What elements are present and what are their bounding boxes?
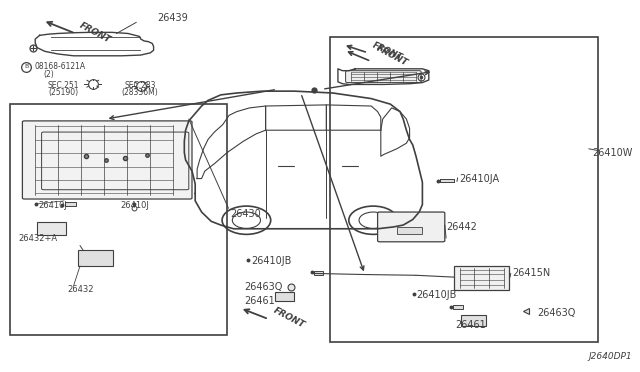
Text: 26442: 26442	[447, 222, 477, 232]
Text: 26461: 26461	[244, 296, 275, 305]
Bar	[78, 250, 113, 266]
Text: (28336M): (28336M)	[122, 89, 158, 97]
Text: 26410JB: 26410JB	[416, 290, 456, 299]
Text: FRONT: FRONT	[374, 44, 409, 68]
Text: 26463Q: 26463Q	[538, 308, 576, 318]
Bar	[65, 202, 76, 206]
Bar	[397, 227, 422, 234]
FancyBboxPatch shape	[378, 212, 445, 242]
Text: 26410J: 26410J	[120, 201, 149, 210]
Text: 26430: 26430	[230, 209, 261, 219]
Text: FRONT: FRONT	[371, 41, 404, 62]
Text: SEC.251: SEC.251	[48, 81, 79, 90]
Bar	[314, 271, 323, 275]
Text: 08168-6121A: 08168-6121A	[35, 62, 86, 71]
Text: FRONT: FRONT	[272, 306, 307, 330]
FancyBboxPatch shape	[22, 121, 192, 199]
Text: SEC.283: SEC.283	[125, 81, 156, 90]
Bar	[10, 104, 227, 335]
Text: 26410W: 26410W	[592, 148, 632, 157]
Text: 26415N: 26415N	[512, 269, 550, 278]
Text: 26432+A: 26432+A	[18, 234, 57, 243]
Text: (2): (2)	[43, 70, 54, 79]
Text: 26439: 26439	[157, 13, 188, 23]
Text: 26432: 26432	[67, 285, 93, 294]
Bar	[37, 222, 66, 235]
Bar	[440, 179, 454, 182]
Text: J2640DP1: J2640DP1	[589, 352, 632, 361]
Bar	[461, 315, 486, 326]
Bar	[275, 292, 294, 301]
Text: 26410J: 26410J	[38, 201, 67, 210]
Text: B: B	[24, 64, 29, 69]
Text: 26410JA: 26410JA	[460, 174, 500, 184]
Text: 26410JB: 26410JB	[251, 256, 291, 266]
Text: (25190): (25190)	[48, 89, 78, 97]
Text: 26461: 26461	[456, 321, 486, 330]
Text: 26463Q: 26463Q	[244, 282, 283, 292]
Bar	[454, 266, 509, 290]
Text: FRONT: FRONT	[78, 21, 113, 45]
FancyBboxPatch shape	[346, 71, 421, 83]
Bar	[453, 305, 463, 309]
Bar	[330, 37, 598, 342]
